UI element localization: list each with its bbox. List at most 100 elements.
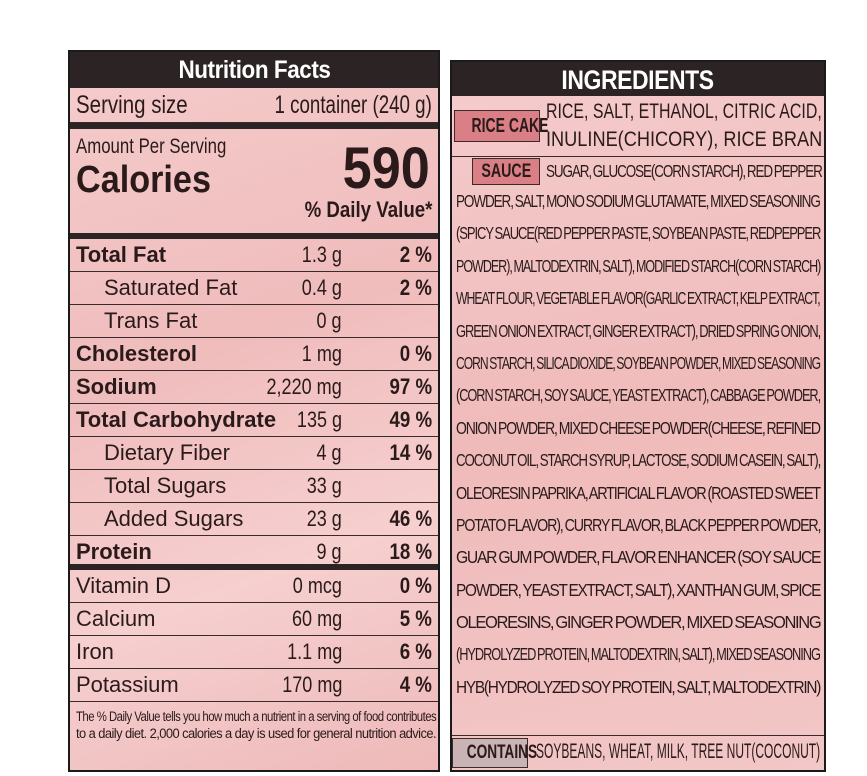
nutrient-amount: 135 g: [296, 407, 342, 432]
sauce-line: OLEORESINS, GINGER POWDER, MIXED SEASONI…: [456, 612, 822, 633]
ingredients-panel: INGREDIENTS RICE CAKE RICE, SALT, ETHANO…: [450, 60, 826, 772]
rice-cake-tag: RICE CAKE: [454, 110, 549, 142]
nutrient-label: Protein: [76, 539, 152, 564]
calories-label: Calories: [76, 159, 211, 201]
nutrient-amount: 170 mg: [281, 672, 342, 697]
nutrition-facts-panel: Nutrition Facts Serving size 1 container…: [68, 50, 440, 772]
serving-size-row: Serving size 1 container (240 g): [70, 88, 438, 123]
sauce-line-row: ONION POWDER, MIXED CHEESE POWDER(CHEESE…: [456, 414, 824, 446]
sauce-line-row: WHEAT FLOUR, VEGETABLE FLAVOR(GARLIC EXT…: [456, 284, 824, 316]
sauce-line-row: (SPICY SAUCE(RED PEPPER PASTE, SOYBEAN P…: [456, 219, 824, 251]
nutrient-row: Added Sugars 23 g 46 %: [70, 503, 438, 536]
dv-header: % Daily Value*: [304, 197, 432, 222]
sauce-line-row: GREEN ONION EXTRACT, GINGER EXTRACT), DR…: [456, 317, 824, 349]
sauce-line-row: POWDER, SALT, MONO SODIUM GLUTAMATE, MIX…: [456, 187, 824, 219]
sauce-line: GREEN ONION EXTRACT, GINGER EXTRACT), DR…: [456, 320, 821, 341]
contains-row: CONTAINS SOYBEANS, WHEAT, MILK, TREE NUT…: [452, 735, 824, 770]
nutrient-label: Trans Fat: [104, 308, 198, 333]
nutrient-label: Total Carbohydrate: [76, 407, 277, 432]
sauce-line: GUAR GUM POWDER, FLAVOR ENHANCER (SOY SA…: [456, 547, 821, 568]
sauce-tag: SAUCE: [472, 158, 540, 185]
nutrient-daily-value: 2 %: [399, 242, 432, 267]
nutrient-row: Trans Fat 0 g: [70, 305, 438, 338]
contains-tag: CONTAINS: [452, 738, 537, 768]
sauce-line: OLEORESIN PAPRIKA, ARTIFICIAL FLAVOR (RO…: [456, 482, 821, 503]
nutrient-row: Dietary Fiber 4 g 14 %: [70, 437, 438, 470]
sauce-line-row: GUAR GUM POWDER, FLAVOR ENHANCER (SOY SA…: [456, 543, 824, 575]
sauce-line-row: POTATO FLAVOR), CURRY FLAVOR, BLACK PEPP…: [456, 511, 824, 543]
nutrient-label: Dietary Fiber: [104, 440, 230, 465]
nutrient-row: Saturated Fat 0.4 g 2 %: [70, 272, 438, 305]
nutrient-daily-value: 0 %: [399, 341, 432, 366]
nutrient-row: Iron 1.1 mg 6 %: [70, 636, 438, 669]
nutrient-label: Sodium: [76, 374, 157, 399]
sauce-line: POWDER, SALT, MONO SODIUM GLUTAMATE, MIX…: [456, 191, 821, 211]
nutrient-daily-value: 2 %: [399, 275, 432, 300]
sauce-line: POTATO FLAVOR), CURRY FLAVOR, BLACK PEPP…: [456, 514, 822, 535]
nutrient-amount: 1.3 g: [301, 242, 342, 267]
nutrient-row: Total Carbohydrate 135 g 49 %: [70, 404, 438, 437]
nutrient-daily-value: 14 %: [389, 440, 432, 465]
nutrient-daily-value: 5 %: [399, 606, 432, 631]
nutrient-daily-value: 97 %: [389, 374, 432, 399]
nutrient-label: Potassium: [76, 672, 179, 697]
sauce-line: POWDER, YEAST EXTRACT, SALT), XANTHAN GU…: [456, 579, 821, 600]
sauce-line: ONION POWDER, MIXED CHEESE POWDER(CHEESE…: [456, 417, 821, 438]
serving-size-value: 1 container (240 g): [274, 91, 432, 119]
nutrient-list: Total Fat 1.3 g 2 % Saturated Fat 0.4 g 2 % Tr…: [70, 239, 438, 702]
ingredients-title: INGREDIENTS: [452, 62, 824, 96]
nutrition-title: Nutrition Facts: [70, 52, 438, 88]
sauce-line-row: CORN STARCH, SILICA DIOXIDE, SOYBEAN POW…: [456, 349, 824, 381]
nutrient-amount: 60 mg: [291, 606, 342, 631]
nutrient-label: Iron: [76, 639, 114, 664]
nutrient-row: Sodium 2,220 mg 97 %: [70, 371, 438, 404]
nutrient-label: Saturated Fat: [104, 275, 238, 300]
nutrient-daily-value: 4 %: [399, 672, 432, 697]
nutrient-label: Total Sugars: [104, 473, 227, 498]
nutrient-label: Total Fat: [76, 242, 167, 267]
sauce-line-row: OLEORESINS, GINGER POWDER, MIXED SEASONI…: [456, 608, 824, 640]
sauce-row: SAUCE SUGAR, GLUCOSE(CORN STARCH), RED P…: [452, 157, 824, 187]
nutrient-amount: 1 mg: [301, 341, 342, 366]
nutrient-label: Calcium: [76, 606, 156, 631]
nutrient-row: Vitamin D 0 mcg 0 %: [70, 570, 438, 603]
nutrient-amount: 4 g: [316, 440, 342, 465]
nutrient-row: Calcium 60 mg 5 %: [70, 603, 438, 636]
nutrient-label: Cholesterol: [76, 341, 198, 366]
nutrient-label: Vitamin D: [76, 573, 171, 598]
nutrient-daily-value: 46 %: [389, 506, 432, 531]
sauce-line: POWDER), MALTODEXTRIN, SALT), MODIFIED S…: [456, 255, 821, 276]
nutrient-row: Cholesterol 1 mg 0 %: [70, 338, 438, 371]
sauce-line: (SPICY SAUCE(RED PEPPER PASTE, SOYBEAN P…: [456, 223, 821, 244]
nutrient-row: Total Sugars 33 g: [70, 470, 438, 503]
nutrient-label: Added Sugars: [104, 506, 244, 531]
nutrient-amount: 9 g: [316, 539, 342, 564]
rice-cake-row: RICE CAKE RICE, SALT, ETHANOL, CITRIC AC…: [452, 96, 824, 157]
calories-value: 590: [342, 136, 430, 201]
sauce-line-row: POWDER, YEAST EXTRACT, SALT), XANTHAN GU…: [456, 576, 824, 608]
nutrient-daily-value: 49 %: [389, 407, 432, 432]
rice-cake-line-1: RICE, SALT, ETHANOL, CITRIC ACID,: [546, 100, 822, 123]
nutrient-daily-value: 0 %: [399, 573, 432, 598]
nutrient-daily-value: 6 %: [399, 639, 432, 664]
nutrient-amount: 0 g: [316, 308, 342, 333]
footnote: The % Daily Value tells you how much a n…: [76, 709, 437, 741]
nutrient-amount: 2,220 mg: [266, 374, 342, 399]
sauce-line: WHEAT FLOUR, VEGETABLE FLAVOR(GARLIC EXT…: [456, 288, 821, 309]
nutrient-amount: 33 g: [306, 473, 342, 498]
nutrient-row: Total Fat 1.3 g 2 %: [70, 239, 438, 272]
calories-block: Amount Per Serving Calories 590 % Daily …: [70, 123, 438, 239]
sauce-line-row: OLEORESIN PAPRIKA, ARTIFICIAL FLAVOR (RO…: [456, 479, 824, 511]
sauce-line-row: POWDER), MALTODEXTRIN, SALT), MODIFIED S…: [456, 252, 824, 284]
sauce-line-row: HYB(HYDROLYZED SOY PROTEIN, SALT, MALTOD…: [456, 673, 824, 705]
contains-value: SOYBEANS, WHEAT, MILK, TREE NUT(COCONUT): [536, 740, 821, 763]
sauce-line: (CORN STARCH, SOY SAUCE, YEAST EXTRACT),…: [456, 385, 821, 406]
sauce-line: COCONUT OIL, STARCH SYRUP, LACTOSE, SODI…: [456, 450, 821, 471]
sauce-ingredients: POWDER, SALT, MONO SODIUM GLUTAMATE, MIX…: [452, 187, 824, 705]
nutrient-daily-value: 18 %: [389, 539, 432, 564]
nutrient-amount: 23 g: [306, 506, 342, 531]
sauce-first-line: SUGAR, GLUCOSE(CORN STARCH), RED PEPPER: [546, 161, 823, 181]
nutrient-row: Protein 9 g 18 %: [70, 536, 438, 570]
nutrient-row: Potassium 170 mg 4 %: [70, 669, 438, 702]
nutrient-amount: 0 mcg: [292, 573, 342, 598]
